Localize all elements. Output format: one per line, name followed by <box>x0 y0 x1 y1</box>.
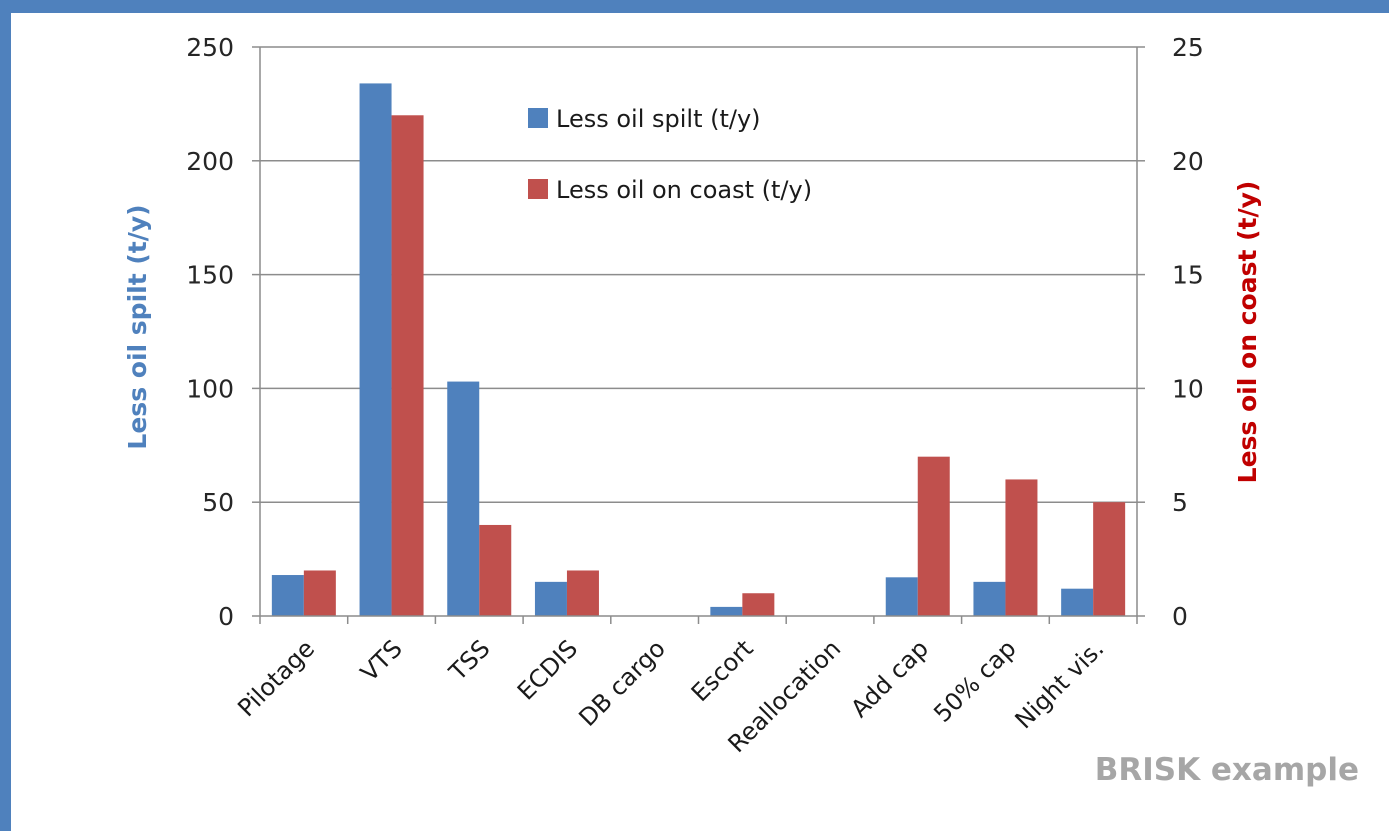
bar-less-oil-spilt <box>359 83 392 616</box>
tick-labels: 0 50 100 150 200 250 0 5 10 15 20 25 <box>186 33 1204 631</box>
category-label: Escort <box>686 634 759 707</box>
left-tick-label: 250 <box>186 33 234 62</box>
bars <box>271 83 1126 616</box>
bar-less-oil-on-coast <box>1093 502 1126 616</box>
legend-swatch-coast <box>528 179 548 199</box>
watermark-text: BRISK example <box>1094 752 1359 788</box>
bar-less-oil-spilt <box>534 581 567 616</box>
slide-frame-left <box>0 0 11 831</box>
left-tick-label: 200 <box>186 147 234 176</box>
category-label: 50% cap <box>928 634 1021 727</box>
category-label: DB cargo <box>573 634 670 731</box>
category-label: Pilotage <box>232 634 320 722</box>
bar-less-oil-on-coast <box>566 570 599 616</box>
right-tick-label: 20 <box>1172 147 1204 176</box>
bar-less-oil-spilt <box>447 381 480 616</box>
axes <box>252 46 1145 624</box>
bar-less-oil-spilt <box>973 581 1006 616</box>
left-axis-title: Less oil spilt (t/y) <box>123 204 152 449</box>
right-tick-label: 25 <box>1172 33 1204 62</box>
left-tick-label: 150 <box>186 261 234 290</box>
bar-less-oil-spilt <box>271 575 304 616</box>
bar-less-oil-spilt <box>1061 588 1094 616</box>
legend: Less oil spilt (t/y) Less oil on coast (t… <box>528 105 812 204</box>
bar-less-oil-spilt <box>710 606 743 616</box>
right-tick-label: 0 <box>1172 602 1188 631</box>
right-tick-label: 10 <box>1172 374 1204 403</box>
right-tick-label: 5 <box>1172 488 1188 517</box>
bar-less-oil-on-coast <box>917 456 950 616</box>
category-label: ECDIS <box>512 634 583 705</box>
left-tick-label: 0 <box>218 602 234 631</box>
category-label: TSS <box>443 634 495 686</box>
bar-less-oil-on-coast <box>303 570 336 616</box>
bar-less-oil-on-coast <box>742 593 775 616</box>
bar-less-oil-on-coast <box>479 524 512 616</box>
right-axis-title: Less oil on coast (t/y) <box>1233 181 1262 484</box>
category-label: Add cap <box>845 634 934 723</box>
bar-less-oil-on-coast <box>391 115 424 616</box>
legend-swatch-spilt <box>528 108 548 128</box>
bar-less-oil-on-coast <box>1005 479 1038 616</box>
bar-less-oil-spilt <box>885 577 918 616</box>
left-tick-label: 100 <box>186 374 234 403</box>
slide-frame-top <box>0 0 1389 13</box>
legend-label-spilt: Less oil spilt (t/y) <box>556 105 761 133</box>
legend-label-coast: Less oil on coast (t/y) <box>556 176 812 204</box>
category-label: VTS <box>355 634 408 687</box>
category-label: Night vis. <box>1010 634 1110 734</box>
right-tick-label: 15 <box>1172 261 1204 290</box>
left-tick-label: 50 <box>202 488 234 517</box>
